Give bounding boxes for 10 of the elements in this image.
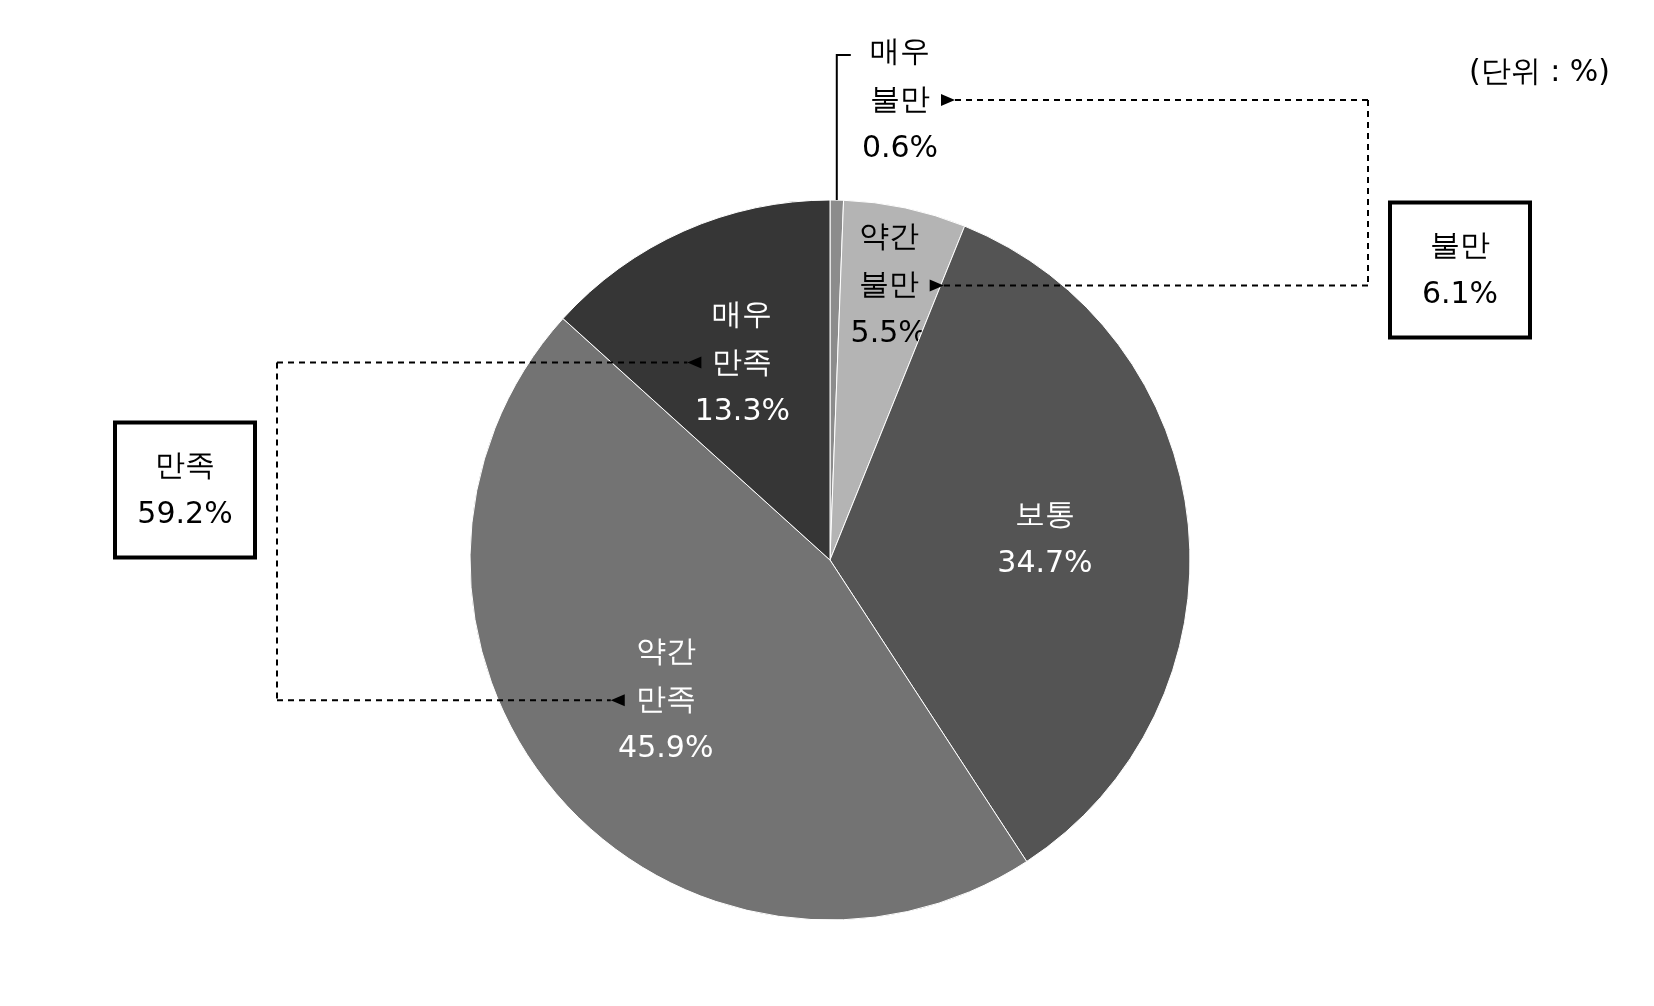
slice-label: 약간 만족 [635,632,696,716]
slice-label: 보통 [1014,495,1075,531]
data-label: 45.9% [618,728,714,764]
slice-label: 매우 불만 [870,32,930,116]
text: (단위 : %) [1468,52,1610,88]
data-label: 34.7% [997,543,1093,579]
data-label: 13.3% [694,391,791,427]
data-label: 0.6% [861,128,939,164]
slice-label: 약간 불만 [858,217,919,301]
slice-label: 매우 만족 [712,295,773,379]
